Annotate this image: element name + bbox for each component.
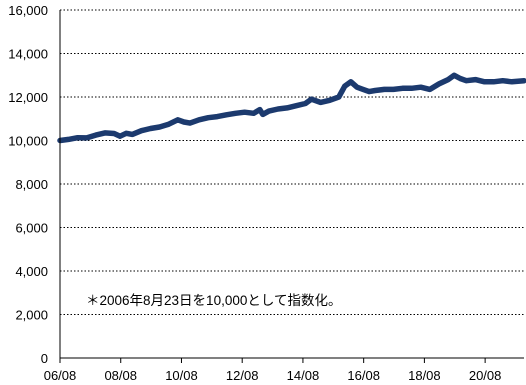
chart-annotation: ＊2006年8月23日を10,000として指数化。: [86, 293, 341, 308]
x-tick-label: 16/08: [347, 368, 380, 383]
series-line-index: [57, 72, 526, 144]
y-axis-tick-labels: 0 2,000 4,000 6,000 8,000 10,000 12,000 14,000 1…: [8, 3, 48, 366]
y-tick-label: 10,000: [8, 134, 48, 149]
x-tick-label: 08/08: [104, 368, 137, 383]
y-tick-label: 8,000: [15, 177, 48, 192]
y-tick-label: 6,000: [15, 221, 48, 236]
x-tick-label: 12/08: [226, 368, 259, 383]
y-tick-label: 14,000: [8, 47, 48, 62]
x-axis-tick-labels: 06/08 08/08 10/08 12/08 14/08 16/08 18/08 20/08: [44, 358, 502, 383]
grid-lines: [60, 9, 524, 315]
x-tick-label: 10/08: [165, 368, 198, 383]
y-tick-label: 16,000: [8, 3, 48, 18]
x-tick-label: 20/08: [469, 368, 502, 383]
series-layer: [57, 72, 526, 144]
y-tick-label: 12,000: [8, 90, 48, 105]
x-tick-label: 06/08: [44, 368, 77, 383]
x-tick-label: 14/08: [287, 368, 320, 383]
y-tick-label: 2,000: [15, 308, 48, 323]
y-tick-label: 4,000: [15, 264, 48, 279]
x-tick-label: 18/08: [408, 368, 441, 383]
y-tick-label: 0: [41, 351, 48, 366]
